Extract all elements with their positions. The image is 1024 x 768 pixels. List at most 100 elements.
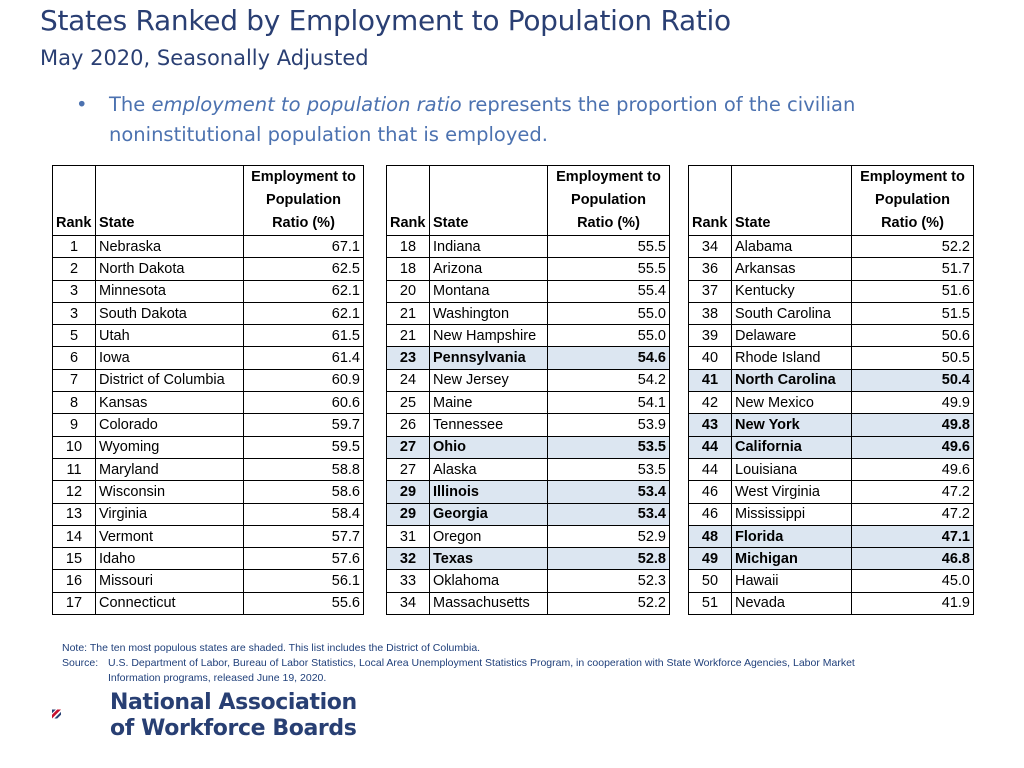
table-row: 46 West Virginia 47.2 [688, 480, 974, 504]
rank-cell: 8 [52, 391, 96, 415]
state-cell: North Carolina [731, 368, 852, 393]
footnote-source: Source: U.S. Department of Labor, Bureau … [62, 656, 962, 686]
rank-cell: 32 [386, 547, 430, 571]
rank-cell: 12 [52, 480, 96, 504]
table-row: 42 New Mexico 49.9 [688, 391, 974, 415]
definition-text-emphasis: employment to population ratio [151, 93, 462, 116]
rank-cell: 44 [688, 435, 732, 459]
ratio-cell: 59.5 [243, 435, 364, 459]
state-cell: Rhode Island [731, 346, 852, 370]
state-cell: Montana [429, 279, 548, 303]
ratio-cell: 45.0 [851, 569, 974, 593]
table-header-row: Rank State Employment to Population Ratio … [52, 165, 364, 236]
ratio-cell: 51.6 [851, 279, 974, 303]
table-row: 27 Ohio 53.5 [386, 435, 670, 459]
source-line1: U.S. Department of Labor, Bureau of Labo… [108, 657, 855, 669]
table-row: 38 South Carolina 51.5 [688, 301, 974, 326]
ratio-cell: 55.6 [243, 591, 364, 616]
table-row: 21 Washington 55.0 [386, 301, 670, 326]
ratio-cell: 51.5 [851, 301, 974, 326]
rank-cell: 10 [52, 435, 96, 459]
source-label: Source: [62, 657, 99, 669]
state-cell: Alabama [731, 234, 852, 259]
state-cell: Utah [95, 324, 244, 348]
ratio-header-line3: Ratio (%) [577, 215, 640, 231]
state-cell: New Jersey [429, 368, 548, 393]
state-cell: Wisconsin [95, 480, 244, 504]
table-row: 5 Utah 61.5 [52, 324, 364, 348]
rank-cell: 17 [52, 591, 96, 616]
table-row: 36 Arkansas 51.7 [688, 257, 974, 281]
nawb-logo-mark [52, 709, 62, 719]
rank-cell: 16 [52, 569, 96, 593]
state-cell: Connecticut [95, 591, 244, 616]
table-row: 51 Nevada 41.9 [688, 591, 974, 616]
source-line2: Information programs, released June 19, … [108, 672, 327, 684]
state-cell: New York [731, 413, 852, 437]
table-row: 34 Massachusetts 52.2 [386, 591, 670, 616]
ranking-table-2: Rank State Employment to Population Ratio … [386, 165, 670, 616]
table-row: 16 Missouri 56.1 [52, 569, 364, 593]
ratio-header: Employment to Population Ratio (%) [851, 165, 974, 236]
rank-cell: 18 [386, 257, 430, 281]
state-cell: South Carolina [731, 301, 852, 326]
ratio-header: Employment to Population Ratio (%) [547, 165, 670, 236]
state-cell: South Dakota [95, 301, 244, 326]
ratio-cell: 55.5 [547, 234, 670, 259]
rank-cell: 23 [386, 346, 430, 370]
ratio-cell: 46.8 [851, 547, 974, 571]
ratio-cell: 51.7 [851, 257, 974, 281]
ratio-cell: 41.9 [851, 591, 974, 616]
table-row: 32 Texas 52.8 [386, 547, 670, 571]
ratio-cell: 61.5 [243, 324, 364, 348]
nawb-logo-text: National Association of Workforce Boards [110, 690, 357, 742]
ratio-cell: 56.1 [243, 569, 364, 593]
rank-cell: 29 [386, 502, 430, 526]
rank-cell: 40 [688, 346, 732, 370]
ratio-cell: 55.5 [547, 257, 670, 281]
rank-cell: 3 [52, 301, 96, 326]
ranking-table-3: Rank State Employment to Population Ratio … [688, 165, 974, 616]
table-row: 34 Alabama 52.2 [688, 234, 974, 259]
ratio-cell: 62.1 [243, 301, 364, 326]
state-cell: New Hampshire [429, 324, 548, 348]
rank-cell: 27 [386, 457, 430, 482]
ratio-cell: 55.0 [547, 301, 670, 326]
logo-navy-stripe [54, 711, 62, 719]
state-cell: Oregon [429, 524, 548, 549]
table-row: 6 Iowa 61.4 [52, 346, 364, 370]
rank-cell: 42 [688, 391, 732, 415]
table-row: 23 Pennsylvania 54.6 [386, 346, 670, 370]
state-cell: California [731, 435, 852, 459]
rank-cell: 46 [688, 502, 732, 526]
state-cell: Kentucky [731, 279, 852, 303]
rank-header: Rank [688, 165, 732, 236]
ratio-header-line1: Employment to [556, 169, 661, 185]
ratio-cell: 53.5 [547, 435, 670, 459]
state-cell: Mississippi [731, 502, 852, 526]
ratio-header-line2: Population [571, 192, 646, 208]
rank-cell: 34 [688, 234, 732, 259]
table-row: 46 Mississippi 47.2 [688, 502, 974, 526]
ratio-cell: 50.6 [851, 324, 974, 348]
table-header-row: Rank State Employment to Population Ratio … [688, 165, 974, 236]
ratio-cell: 49.6 [851, 457, 974, 482]
table-row: 14 Vermont 57.7 [52, 524, 364, 549]
state-cell: Maryland [95, 457, 244, 482]
ratio-header-line3: Ratio (%) [881, 215, 944, 231]
definition-text-pre: The [109, 93, 152, 116]
definition-text: The employment to population ratio repre… [109, 90, 936, 150]
rank-cell: 29 [386, 480, 430, 504]
ratio-cell: 61.4 [243, 346, 364, 370]
bullet-icon: • [76, 93, 88, 116]
state-cell: Hawaii [731, 569, 852, 593]
rank-cell: 51 [688, 591, 732, 616]
table-row: 33 Oklahoma 52.3 [386, 569, 670, 593]
ratio-header-line1: Employment to [251, 169, 356, 185]
rank-cell: 24 [386, 368, 430, 393]
logo-line2: of Workforce Boards [110, 716, 357, 741]
ratio-cell: 53.9 [547, 413, 670, 437]
state-cell: Maine [429, 391, 548, 415]
state-cell: North Dakota [95, 257, 244, 281]
ratio-header-line2: Population [266, 192, 341, 208]
